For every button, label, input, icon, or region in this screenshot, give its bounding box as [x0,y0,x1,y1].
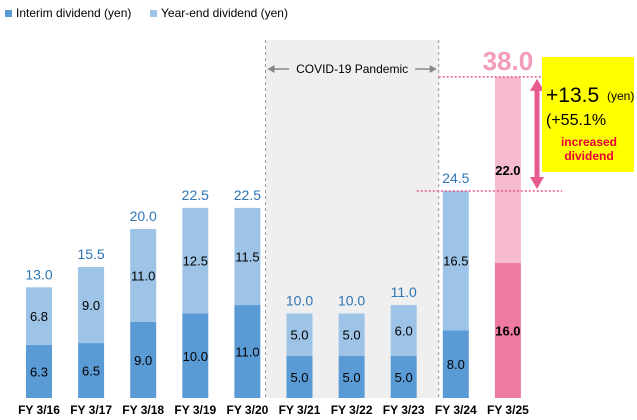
legend-swatch-interim [5,10,12,17]
bar-interim [338,355,365,398]
label-total: 13.0 [25,266,52,282]
bar-year-end [78,267,105,344]
x-tick-label: FY 3/21 [279,403,321,417]
label-total: 24.5 [442,170,469,186]
labels-layer: 6.3 6.8 13.0 6.5 9.0 15.5 9.0 11.0 20.0 10.0 12.5 2… [25,46,533,385]
label-interim: 16.0 [495,323,520,338]
increase-arrowhead-down [530,176,544,189]
label-total: 15.5 [77,246,104,262]
legend-label-year-end: Year-end dividend (yen) [161,6,288,20]
x-tick-label: FY 3/18 [122,403,164,417]
label-interim: 8.0 [447,357,465,372]
bar-year-end [286,313,313,356]
bar-year-end [182,207,209,314]
bar-interim [130,321,157,398]
label-interim: 11.0 [235,345,259,360]
label-year-end: 6.0 [395,323,413,338]
label-total: 20.0 [130,208,157,224]
legend-swatch-year-end [150,10,157,17]
bar-year-end [390,305,417,356]
x-tick-label: FY 3/24 [435,403,477,417]
legend-label-interim: Interim dividend (yen) [16,6,131,20]
bar-year-end [494,76,521,263]
label-year-end: 5.0 [343,328,361,343]
label-interim: 10.0 [183,349,208,364]
increase-note-line1: increased [561,135,617,149]
label-total: 10.0 [338,293,365,309]
label-year-end: 9.0 [82,298,100,313]
label-interim: 5.0 [290,370,308,385]
bar-year-end [338,313,365,356]
increase-annotation: +13.5 (yen) (+55.1% increased dividend [416,57,634,192]
label-year-end: 11.5 [235,249,259,264]
label-interim: 5.0 [395,370,413,385]
label-year-end: 6.8 [30,309,48,324]
x-tick-label: FY 3/16 [18,403,60,417]
label-interim: 9.0 [134,353,152,368]
bar-interim [26,344,52,398]
x-tick-label: FY 3/20 [226,403,268,417]
increase-value: +13.5 [546,84,599,107]
label-interim: 6.3 [30,364,48,379]
label-year-end: 12.5 [183,254,208,269]
label-year-end: 11.0 [131,268,155,283]
bar-year-end [234,207,261,306]
label-interim: 5.0 [343,370,361,385]
increase-callout-box [542,57,634,172]
label-total: 10.0 [286,293,313,309]
covid-arrowhead-left [267,65,275,73]
bar-interim [442,330,469,398]
label-total: 38.0 [483,46,534,76]
label-interim: 6.5 [82,364,100,379]
bar-interim [78,343,105,398]
x-tick-label: FY 3/22 [331,403,373,417]
bar-interim [234,305,261,398]
label-total: 11.0 [391,284,417,300]
increase-percent: (+55.1% [546,112,606,129]
increase-arrowhead-up [530,78,544,91]
bars-layer [26,76,521,398]
x-tick-label: FY 3/25 [487,403,529,417]
increase-unit: (yen) [607,89,634,103]
label-year-end: 5.0 [290,328,308,343]
bar-interim [390,355,417,398]
covid-range-arrow [267,65,437,73]
bar-interim [286,355,313,398]
x-tick-label: FY 3/17 [70,403,112,417]
label-year-end: 16.5 [443,254,468,269]
covid-label: COVID-19 Pandemic [296,62,408,76]
bar-interim [182,313,209,398]
legend: Interim dividend (yen) Year-end dividend… [5,6,288,20]
x-tick-label: FY 3/19 [174,403,216,417]
bar-interim [494,262,521,398]
covid-arrowhead-right [429,65,437,73]
x-axis-ticks: FY 3/16 FY 3/17 FY 3/18 FY 3/19 FY 3/20 FY 3/… [18,403,529,417]
label-total: 22.5 [182,187,209,203]
increase-note-line2: dividend [564,149,613,163]
bar-year-end [130,229,157,322]
label-total: 22.5 [234,187,261,203]
bar-year-end [26,287,52,345]
x-tick-label: FY 3/23 [383,403,425,417]
label-year-end: 22.0 [495,163,520,178]
bar-year-end [442,190,469,331]
